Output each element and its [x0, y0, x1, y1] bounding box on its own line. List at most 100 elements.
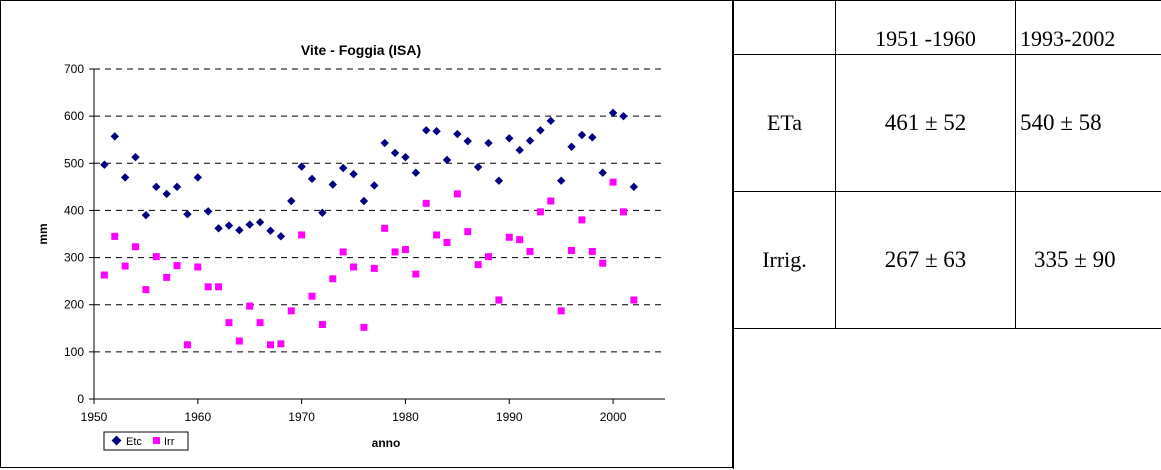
data-point-irr: [100, 271, 108, 279]
data-point-etc: [370, 181, 379, 190]
y-axis-label: mm: [36, 223, 50, 244]
y-tick-label: 100: [64, 345, 84, 359]
table-empty-row: [733, 328, 1161, 470]
data-point-etc: [183, 210, 192, 219]
data-point-irr: [401, 246, 409, 254]
data-point-irr: [433, 231, 441, 239]
data-point-etc: [411, 168, 421, 177]
row-label-eta: ETa: [733, 54, 836, 192]
data-point-irr: [318, 321, 326, 329]
data-point-irr: [474, 261, 482, 269]
data-point-etc: [473, 162, 483, 172]
data-point-irr: [578, 216, 586, 224]
data-point-etc: [245, 220, 254, 229]
data-point-irr: [142, 286, 150, 294]
data-point-irr: [204, 283, 212, 291]
data-point-irr: [526, 247, 534, 255]
data-point-etc: [224, 221, 234, 230]
data-point-irr: [183, 341, 191, 349]
table-row: ETa 461 ± 52 540 ± 58: [733, 54, 1161, 192]
data-point-etc: [193, 173, 203, 182]
legend-irr-marker: [153, 437, 160, 444]
data-point-etc: [172, 182, 182, 192]
y-tick-label: 300: [64, 251, 84, 265]
data-point-etc: [442, 155, 452, 165]
data-point-etc: [235, 226, 244, 235]
data-point-etc: [577, 130, 587, 140]
summary-table-container: 1951 -1960 1993-2002 ETa 461 ± 52 540 ± …: [733, 0, 1161, 470]
data-point-irr: [256, 319, 264, 327]
data-point-etc: [484, 138, 493, 148]
data-point-irr: [266, 341, 274, 349]
x-tick-label: 1990: [496, 410, 523, 424]
y-tick-label: 700: [64, 62, 84, 76]
data-point-etc: [556, 176, 566, 185]
chart-title: Vite - Foggia (ISA): [301, 42, 421, 58]
data-point-etc: [297, 162, 306, 171]
data-point-irr: [173, 262, 181, 270]
y-tick-label: 600: [64, 109, 84, 123]
row-label-irrig: Irrig.: [733, 191, 836, 329]
data-point-etc: [380, 138, 389, 148]
data-point-etc: [120, 173, 130, 182]
data-point-irr: [630, 296, 638, 304]
data-point-etc: [401, 152, 410, 162]
data-point-irr: [547, 197, 555, 205]
data-point-etc: [608, 108, 618, 118]
data-point-etc: [110, 132, 119, 141]
legend-etc-label: Etc: [126, 436, 142, 448]
data-point-irr: [609, 178, 617, 186]
scatter-chart: Vite - Foggia (ISA) 0 100 200 300 400 500 600 7…: [36, 42, 665, 451]
data-point-etc: [619, 111, 628, 121]
legend-irr-label: Irr: [164, 436, 175, 448]
data-point-irr: [246, 302, 254, 310]
data-point-irr: [453, 190, 461, 198]
cell-eta-period1: 461 ± 52: [835, 54, 1016, 192]
data-series: [100, 108, 639, 349]
data-point-etc: [214, 224, 223, 233]
y-tick-label: 200: [64, 298, 84, 312]
y-tick-label: 0: [77, 392, 84, 406]
data-point-irr: [111, 232, 119, 240]
data-point-etc: [505, 134, 514, 143]
data-point-etc: [266, 226, 275, 235]
data-point-etc: [525, 136, 535, 145]
data-point-irr: [370, 264, 378, 272]
data-point-irr: [443, 238, 451, 246]
data-point-etc: [422, 126, 431, 135]
legend: Etc Irr: [103, 431, 189, 451]
table-header-corner: [733, 0, 836, 55]
data-point-irr: [298, 231, 306, 239]
data-point-etc: [338, 163, 348, 173]
y-tick-labels: 0 100 200 300 400 500 600 700: [64, 62, 94, 406]
data-point-irr: [152, 253, 160, 261]
data-point-etc: [100, 160, 109, 169]
chart-frame: Vite - Foggia (ISA) 0 100 200 300 400 500 600 7…: [0, 0, 733, 468]
data-point-irr: [464, 228, 472, 236]
data-point-irr: [194, 263, 202, 271]
data-point-irr: [225, 319, 233, 327]
data-point-irr: [568, 247, 576, 254]
table-header-row: 1951 -1960 1993-2002: [733, 0, 1161, 55]
data-point-irr: [412, 270, 420, 278]
data-point-etc: [390, 148, 400, 158]
data-point-etc: [536, 126, 545, 135]
data-point-irr: [536, 208, 544, 216]
x-tick-label: 1950: [81, 410, 108, 424]
data-point-irr: [235, 337, 243, 345]
data-point-irr: [516, 236, 524, 244]
data-point-irr: [599, 259, 607, 267]
x-tick-label: 2000: [600, 410, 627, 424]
data-point-irr: [495, 296, 503, 304]
x-tick-label: 1960: [184, 410, 211, 424]
table-header-period2: 1993-2002: [1015, 0, 1161, 55]
data-point-etc: [152, 182, 161, 192]
data-point-etc: [141, 210, 151, 220]
data-point-irr: [391, 248, 399, 256]
data-point-irr: [215, 283, 223, 291]
table-row: Irrig. 267 ± 63 335 ± 90: [733, 191, 1161, 329]
data-point-etc: [276, 232, 286, 241]
table-header-period1: 1951 -1960: [835, 0, 1016, 55]
empty-cell: [836, 329, 1016, 470]
data-point-etc: [307, 174, 317, 184]
